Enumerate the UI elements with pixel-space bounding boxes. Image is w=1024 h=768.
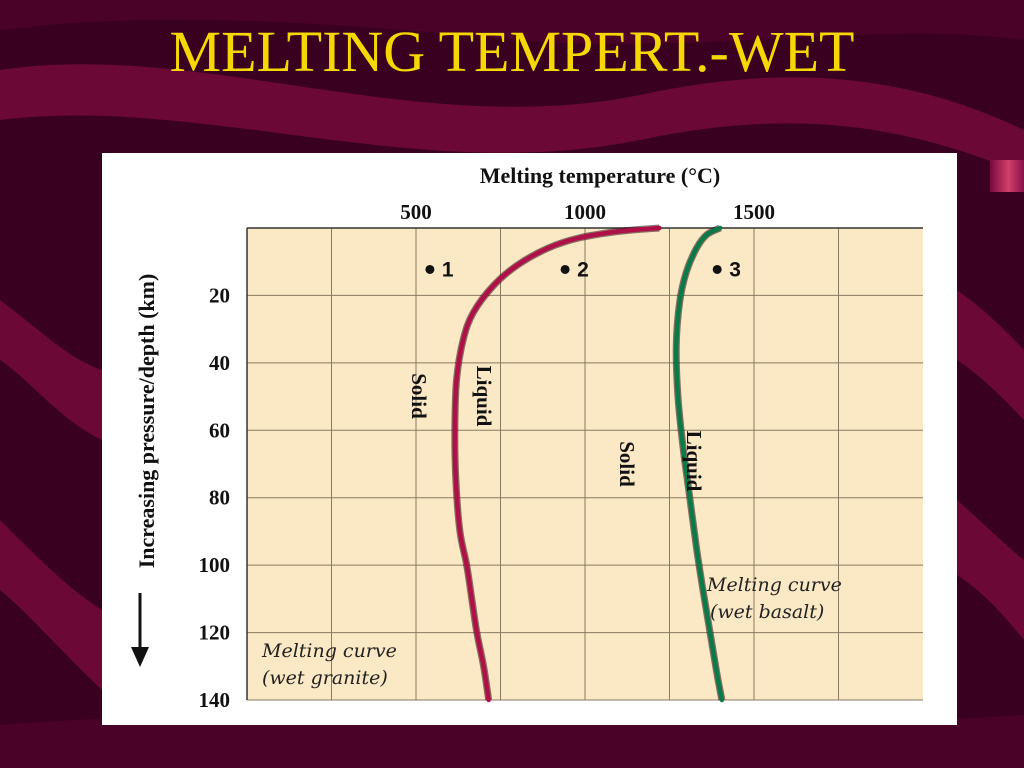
slide-title: MELTING TEMPERT.-WET bbox=[169, 19, 855, 84]
depth-arrow bbox=[131, 593, 149, 667]
point-3-marker bbox=[712, 264, 722, 274]
y-tick-label: 120 bbox=[199, 621, 231, 645]
grid bbox=[247, 228, 923, 701]
point-3-label: 3 bbox=[729, 258, 741, 281]
decorative-bar bbox=[990, 160, 1024, 192]
background-swoosh bbox=[0, 0, 1024, 44]
y-axis-label: Increasing pressure/depth (km) bbox=[134, 274, 159, 569]
basalt-melting-curve bbox=[673, 225, 725, 703]
background-swoosh bbox=[957, 290, 1024, 420]
point-1-label: 1 bbox=[442, 258, 454, 281]
basalt-solid-label: Solid bbox=[615, 441, 639, 487]
granite-solid-label: Solid bbox=[407, 373, 431, 419]
background-swoosh bbox=[0, 715, 1024, 768]
y-tick-label: 80 bbox=[209, 486, 230, 510]
point-1-marker bbox=[425, 264, 435, 274]
granite-liquid-label: Liquid bbox=[472, 366, 496, 427]
granite-curve-label-line1: Melting curve bbox=[261, 640, 397, 662]
curves bbox=[451, 224, 726, 703]
chart-panel: Melting temperature (°C) 500 1000 1500 20 4… bbox=[102, 153, 957, 725]
point-2-label: 2 bbox=[577, 258, 589, 281]
x-tick-label: 1500 bbox=[733, 200, 775, 224]
background-swoosh bbox=[0, 300, 102, 440]
basalt-liquid-label: Liquid bbox=[682, 431, 706, 492]
background-swoosh bbox=[957, 500, 1024, 640]
background-swoosh bbox=[0, 64, 1024, 175]
melting-curve-chart: Melting temperature (°C) 500 1000 1500 20 4… bbox=[131, 163, 923, 712]
background-swoosh bbox=[0, 520, 102, 690]
x-tick-label: 1000 bbox=[564, 200, 606, 224]
y-tick-label: 40 bbox=[209, 351, 230, 375]
y-tick-labels: 20 40 60 80 100 120 140 bbox=[199, 283, 231, 712]
granite-curve-label-line2: (wet granite) bbox=[262, 667, 388, 689]
x-tick-labels: 500 1000 1500 bbox=[400, 200, 775, 224]
points: 1 2 3 bbox=[425, 258, 741, 281]
basalt-curve-label-line1: Melting curve bbox=[706, 574, 842, 596]
y-tick-label: 100 bbox=[199, 553, 231, 577]
point-2-marker bbox=[560, 264, 570, 274]
x-tick-label: 500 bbox=[400, 200, 432, 224]
x-axis-label: Melting temperature (°C) bbox=[480, 163, 721, 188]
y-tick-label: 140 bbox=[199, 688, 231, 712]
y-tick-label: 20 bbox=[209, 283, 230, 307]
y-tick-label: 60 bbox=[209, 418, 230, 442]
granite-melting-curve bbox=[452, 225, 662, 703]
basalt-curve-label-line2: (wet basalt) bbox=[710, 601, 824, 623]
